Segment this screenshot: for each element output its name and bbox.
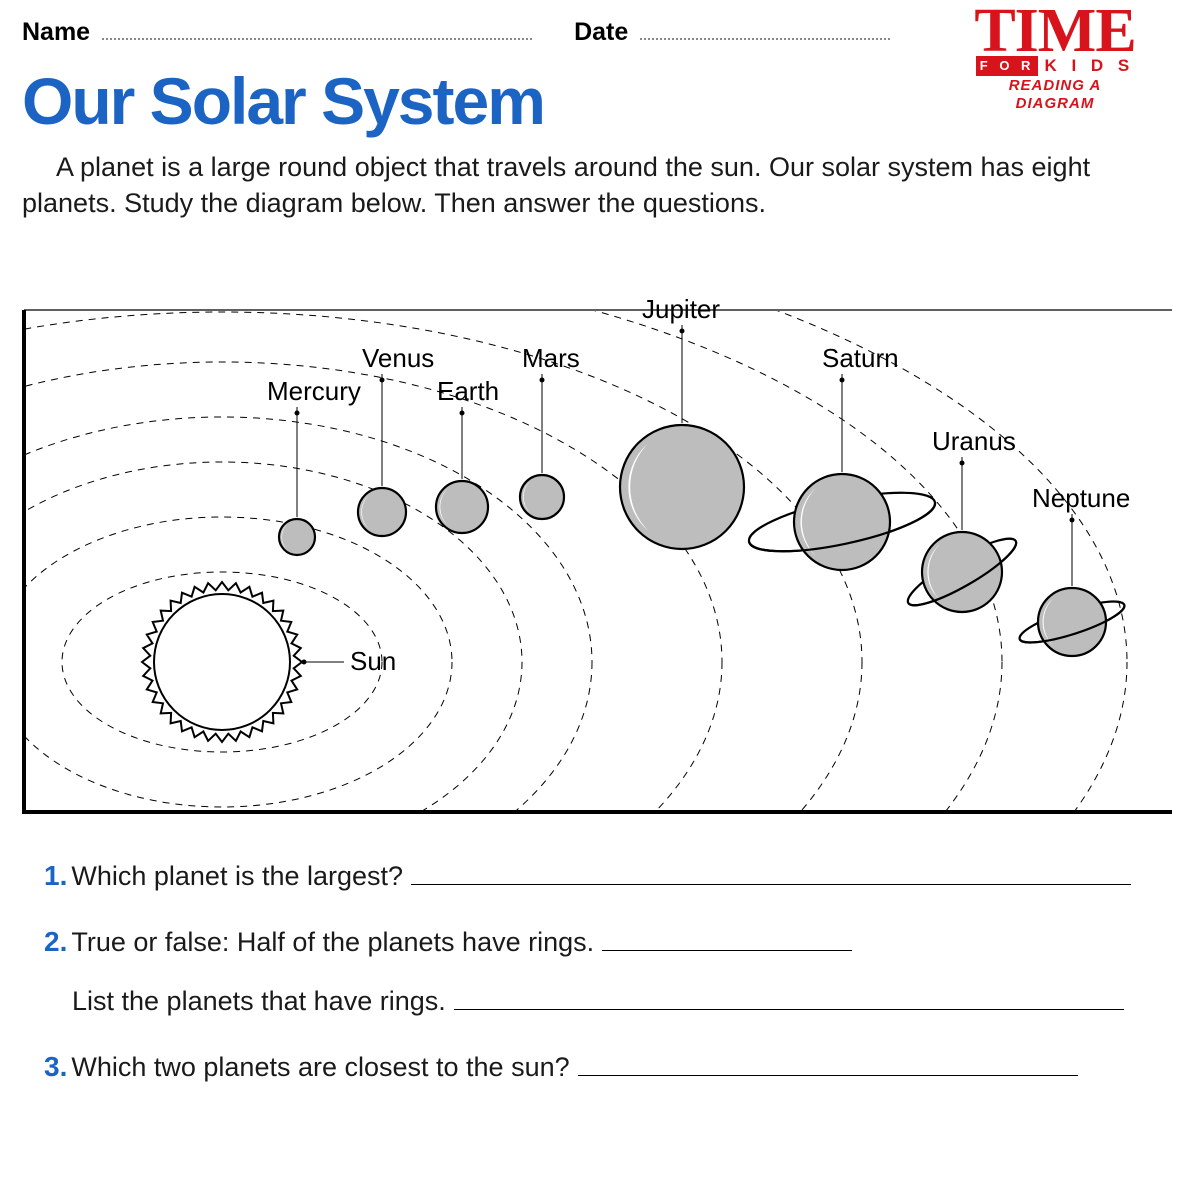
svg-text:Uranus: Uranus bbox=[932, 426, 1016, 456]
questions-block: 1. Which planet is the largest? 2. True … bbox=[44, 860, 1176, 1083]
logo-kids: K I D S bbox=[1044, 56, 1134, 76]
question-2: 2. True or false: Half of the planets ha… bbox=[44, 926, 1176, 958]
time-for-kids-logo: TIME F O R K I D S READING A DIAGRAM bbox=[910, 4, 1200, 113]
svg-text:Venus: Venus bbox=[362, 343, 434, 373]
logo-subtitle-1: READING A bbox=[910, 78, 1200, 95]
svg-text:Saturn: Saturn bbox=[822, 343, 899, 373]
svg-text:Neptune: Neptune bbox=[1032, 483, 1130, 513]
q1-number: 1. bbox=[44, 860, 67, 892]
q2-sub-answer-line[interactable] bbox=[454, 988, 1124, 1010]
svg-text:Earth: Earth bbox=[437, 376, 499, 406]
question-2-sub: List the planets that have rings. bbox=[72, 986, 1176, 1017]
q2-answer-line[interactable] bbox=[602, 929, 852, 951]
q3-answer-line[interactable] bbox=[578, 1054, 1078, 1076]
q2-text: True or false: Half of the planets have … bbox=[71, 927, 594, 958]
logo-for: F O R bbox=[976, 56, 1039, 76]
logo-forkids: F O R K I D S bbox=[910, 56, 1200, 76]
q3-text: Which two planets are closest to the sun… bbox=[71, 1052, 569, 1083]
question-3: 3. Which two planets are closest to the … bbox=[44, 1051, 1176, 1083]
question-1: 1. Which planet is the largest? bbox=[44, 860, 1176, 892]
intro-text: A planet is a large round object that tr… bbox=[22, 152, 1090, 218]
date-input-line[interactable] bbox=[640, 18, 890, 40]
intro-paragraph: A planet is a large round object that tr… bbox=[22, 149, 1176, 222]
date-label: Date bbox=[574, 18, 628, 47]
q2-sub-text: List the planets that have rings. bbox=[72, 986, 446, 1017]
q3-number: 3. bbox=[44, 1051, 67, 1083]
q2-number: 2. bbox=[44, 926, 67, 958]
svg-text:Sun: Sun bbox=[350, 646, 396, 676]
q1-answer-line[interactable] bbox=[411, 863, 1131, 885]
solar-system-diagram: Sun MercuryVenusEarth Mars Jupiter Saturn Ura… bbox=[22, 272, 1192, 822]
name-label: Name bbox=[22, 18, 90, 47]
logo-subtitle-2: DIAGRAM bbox=[910, 96, 1200, 113]
q1-text: Which planet is the largest? bbox=[71, 861, 403, 892]
diagram-svg: Sun MercuryVenusEarth Mars Jupiter Saturn Ura… bbox=[22, 272, 1192, 822]
svg-text:Mercury: Mercury bbox=[267, 376, 361, 406]
logo-time-text: TIME bbox=[910, 4, 1200, 60]
svg-text:Mars: Mars bbox=[522, 343, 580, 373]
name-input-line[interactable] bbox=[102, 18, 532, 40]
svg-text:Jupiter: Jupiter bbox=[642, 294, 720, 324]
